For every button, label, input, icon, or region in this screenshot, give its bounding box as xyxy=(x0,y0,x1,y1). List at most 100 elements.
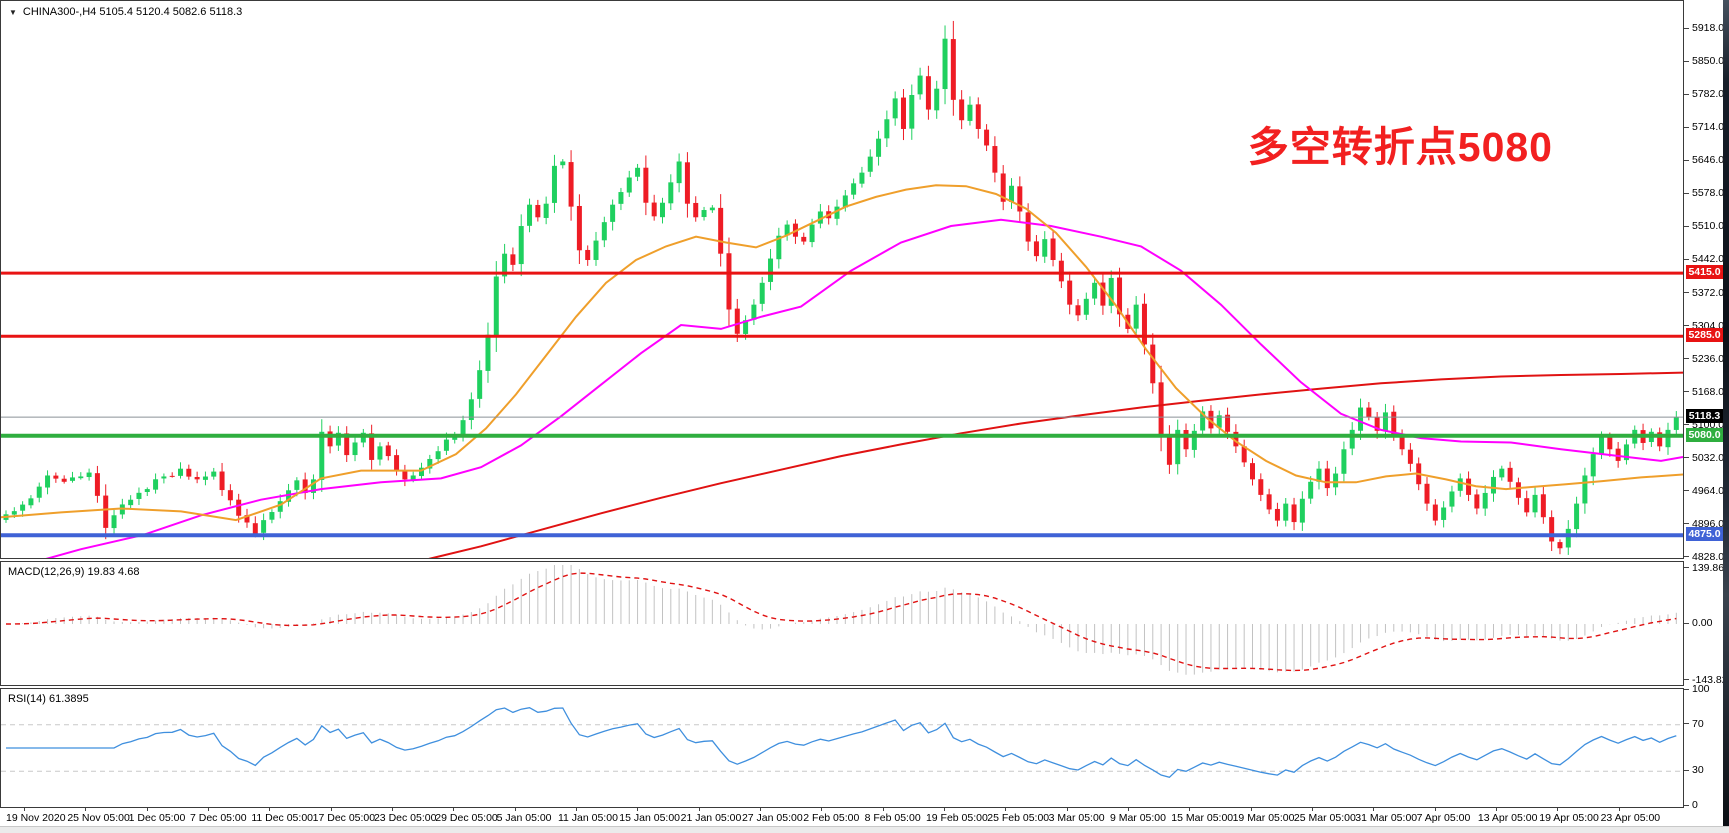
price-tick-mark xyxy=(1684,556,1689,558)
symbol-info-bar: ▼ CHINA300-,H4 5105.4 5120.4 5082.6 5118… xyxy=(9,6,242,18)
price-tick-label: 5850.0 xyxy=(1692,55,1725,67)
main-chart-panel[interactable]: ▼ CHINA300-,H4 5105.4 5120.4 5082.6 5118… xyxy=(0,0,1684,559)
time-axis-label: 19 Apr 05:00 xyxy=(1539,812,1599,824)
time-tick-mark xyxy=(146,808,148,811)
price-tick-mark xyxy=(1684,292,1689,294)
time-tick-mark xyxy=(637,808,639,811)
rsi-tick-label: 0 xyxy=(1692,799,1698,811)
price-level-badge: 5118.3 xyxy=(1686,409,1723,424)
rsi-chart[interactable] xyxy=(1,689,1683,807)
chevron-down-icon[interactable]: ▼ xyxy=(9,7,17,17)
rsi-tick-label: 100 xyxy=(1692,683,1710,695)
time-axis-label: 15 Jan 05:00 xyxy=(619,812,681,824)
price-tick-label: 5168.0 xyxy=(1692,385,1725,398)
time-axis-label: 11 Jan 05:00 xyxy=(557,812,618,824)
macd-tick-label: -143.82 xyxy=(1692,673,1728,686)
price-tick-label: 5646.0 xyxy=(1692,154,1725,166)
time-tick-mark xyxy=(269,808,271,811)
time-axis-label: 1 Dec 05:00 xyxy=(128,812,186,824)
rsi-panel[interactable]: RSI(14) 61.3895 xyxy=(0,688,1684,808)
price-tick-label: 5578.0 xyxy=(1692,187,1725,199)
price-tick-mark xyxy=(1684,391,1689,393)
time-axis-label: 9 Mar 05:00 xyxy=(1109,812,1166,824)
price-tick-mark xyxy=(1684,192,1689,194)
price-tick-mark xyxy=(1684,60,1689,62)
rsi-tick-mark xyxy=(1684,804,1689,806)
time-scale[interactable]: 19 Nov 2020 25 Nov 05:00 1 Dec 05:00 7 Dec … xyxy=(0,808,1684,826)
time-axis-label: 15 Mar 05:00 xyxy=(1171,812,1234,824)
time-tick-mark xyxy=(759,808,761,811)
time-axis-label: 5 Jan 05:00 xyxy=(496,812,552,824)
price-tick-mark xyxy=(1684,358,1689,360)
price-tick-mark xyxy=(1684,225,1689,227)
time-axis-label: 31 Mar 05:00 xyxy=(1355,812,1418,824)
time-axis-label: 11 Dec 05:00 xyxy=(251,812,313,824)
time-axis-label: 2 Feb 05:00 xyxy=(803,812,860,824)
time-axis-label: 19 Nov 2020 xyxy=(6,812,66,824)
price-tick-mark xyxy=(1684,490,1689,492)
price-level-badge: 5080.0 xyxy=(1686,427,1723,442)
time-axis-label: 25 Feb 05:00 xyxy=(987,812,1050,824)
time-tick-mark xyxy=(1127,808,1129,811)
time-tick-mark xyxy=(943,808,945,811)
price-tick-mark xyxy=(1684,93,1689,95)
macd-label: MACD(12,26,9) 19.83 4.68 xyxy=(8,566,140,578)
time-tick-mark xyxy=(698,808,700,811)
time-tick-mark xyxy=(1373,808,1375,811)
price-tick-mark xyxy=(1684,258,1689,260)
macd-chart[interactable] xyxy=(1,562,1683,685)
time-axis-label: 19 Mar 05:00 xyxy=(1232,812,1295,824)
price-level-badge: 4875.0 xyxy=(1686,527,1723,542)
window-bottom-strip xyxy=(0,826,1729,833)
rsi-tick-mark xyxy=(1684,688,1689,690)
macd-tick-mark xyxy=(1684,567,1689,569)
chart-annotation-text: 多空转折点5080 xyxy=(1247,124,1553,170)
time-axis-label: 3 Mar 05:00 xyxy=(1048,812,1105,824)
macd-panel[interactable]: MACD(12,26,9) 19.83 4.68 xyxy=(0,561,1684,686)
time-axis-label: 21 Jan 05:00 xyxy=(680,812,742,824)
price-tick-mark xyxy=(1684,325,1689,327)
time-tick-mark xyxy=(1250,808,1252,811)
time-tick-mark xyxy=(453,808,455,811)
time-tick-mark xyxy=(575,808,577,811)
symbol-ohlc-text: CHINA300-,H4 5105.4 5120.4 5082.6 5118.3 xyxy=(22,6,243,18)
time-axis-label: 23 Dec 05:00 xyxy=(373,812,437,824)
time-axis-label: 17 Dec 05:00 xyxy=(312,812,376,824)
rsi-label: RSI(14) 61.3895 xyxy=(8,693,89,705)
time-tick-mark xyxy=(1434,808,1436,811)
price-scale[interactable]: 5918.0 5850.0 5782.0 5714.0 5646.0 5578.0 5510… xyxy=(1684,0,1728,826)
time-axis-label: 29 Dec 05:00 xyxy=(435,812,498,824)
time-axis-label: 7 Dec 05:00 xyxy=(189,812,247,824)
price-tick-label: 5510.0 xyxy=(1692,220,1725,232)
time-tick-mark xyxy=(1557,808,1559,811)
price-tick-label: 5442.0 xyxy=(1692,253,1725,265)
time-tick-mark xyxy=(1189,808,1191,811)
macd-tick-mark xyxy=(1684,679,1689,681)
time-tick-mark xyxy=(1495,808,1497,811)
time-tick-mark xyxy=(1005,808,1007,811)
time-tick-mark xyxy=(1066,808,1068,811)
price-tick-mark xyxy=(1684,126,1689,128)
time-tick-mark xyxy=(24,808,25,811)
price-tick-mark xyxy=(1684,457,1689,459)
time-tick-mark xyxy=(391,808,393,811)
time-tick-mark xyxy=(821,808,823,811)
price-tick-label: 5236.0 xyxy=(1692,352,1725,365)
time-axis-label: 7 Apr 05:00 xyxy=(1416,812,1471,824)
macd-tick-label: 139.86 xyxy=(1692,561,1725,574)
time-tick-mark xyxy=(1311,808,1313,811)
time-axis-label: 23 Apr 05:00 xyxy=(1600,812,1661,824)
time-tick-mark xyxy=(514,808,516,811)
time-axis-label: 25 Nov 05:00 xyxy=(67,812,130,824)
time-tick-mark xyxy=(1618,808,1620,811)
candlestick-chart[interactable] xyxy=(1,1,1683,558)
price-tick-label: 5714.0 xyxy=(1692,121,1725,133)
time-axis-label: 8 Feb 05:00 xyxy=(864,812,921,824)
rsi-tick-label: 30 xyxy=(1692,764,1704,777)
rsi-tick-label: 70 xyxy=(1692,717,1704,730)
price-tick-label: 5372.0 xyxy=(1692,286,1725,299)
time-tick-mark xyxy=(330,808,332,811)
price-tick-label: 5032.0 xyxy=(1692,451,1725,464)
price-tick-mark xyxy=(1684,27,1689,29)
price-level-badge: 5415.0 xyxy=(1686,265,1723,280)
